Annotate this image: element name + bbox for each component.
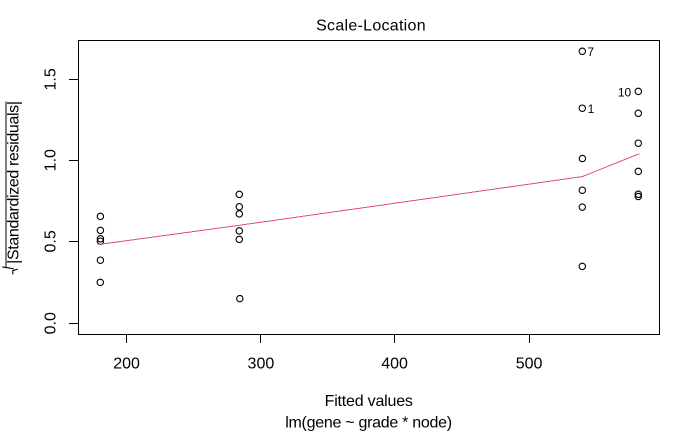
svg-text:0.0: 0.0 (42, 312, 59, 334)
svg-text:1.5: 1.5 (42, 68, 59, 90)
svg-text:lm(gene ~ grade * node): lm(gene ~ grade * node) (285, 415, 452, 432)
svg-text:0.5: 0.5 (42, 230, 59, 252)
svg-text:|Standardized residuals|: |Standardized residuals| (5, 101, 22, 263)
svg-text:200: 200 (113, 356, 140, 373)
svg-text:400: 400 (381, 356, 408, 373)
svg-text:500: 500 (516, 356, 543, 373)
svg-text:Scale-Location: Scale-Location (316, 18, 426, 35)
svg-text:Fitted values: Fitted values (325, 393, 413, 410)
svg-text:300: 300 (248, 356, 275, 373)
svg-text:7: 7 (587, 45, 594, 59)
svg-text:1: 1 (588, 102, 595, 116)
svg-text:10: 10 (618, 85, 632, 99)
svg-text:1.0: 1.0 (42, 149, 59, 171)
